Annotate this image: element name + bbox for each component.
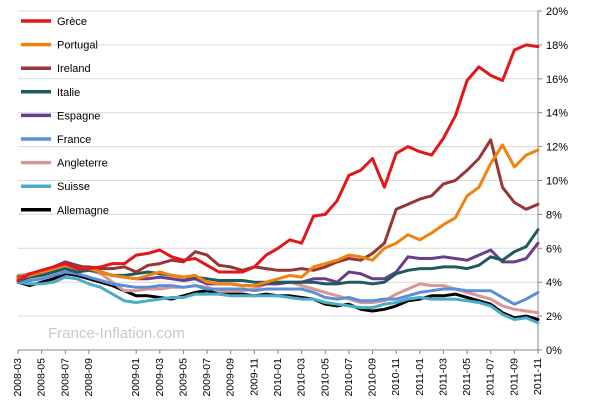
- y-tick-label: 6%: [546, 243, 562, 255]
- y-tick-label: 20%: [546, 6, 568, 18]
- x-tick-label: 2008-05: [36, 358, 48, 397]
- legend-label-france: France: [57, 134, 91, 146]
- y-tick-label: 4%: [546, 277, 562, 289]
- x-tick-label: 2010-09: [367, 358, 379, 397]
- x-tick-label: 2011-11: [532, 358, 544, 395]
- y-tick-label: 12%: [546, 142, 568, 154]
- legend: Grèce Portugal Ireland Italie Espagne France A…: [21, 16, 109, 217]
- x-tick-label: 2009-09: [225, 358, 237, 397]
- y-tick-label: 18%: [546, 40, 568, 52]
- y-tick-label: 10%: [546, 176, 568, 188]
- legend-label-angleterre: Angleterre: [57, 158, 108, 170]
- series-line-suisse: [16, 275, 540, 325]
- legend-label-grece: Grèce: [57, 16, 87, 28]
- x-tick-label: 2009-07: [201, 358, 213, 397]
- legend-label-portugal: Portugal: [57, 40, 98, 52]
- legend-label-espagne: Espagne: [57, 110, 100, 122]
- y-tick-label: 2%: [546, 311, 562, 323]
- watermark: France-Inflation.com: [48, 325, 185, 342]
- x-tick-label: 2009-01: [130, 358, 142, 397]
- x-tick-label: 2010-03: [296, 358, 308, 397]
- x-tick-label: 2010-01: [272, 358, 284, 397]
- x-tick-label: 2009-03: [154, 358, 166, 397]
- x-tick-label: 2010-05: [319, 358, 331, 397]
- x-tick-label: 2011-01: [414, 358, 426, 396]
- series-line-ireland: [16, 138, 540, 279]
- legend-label-suisse: Suisse: [57, 181, 90, 193]
- legend-label-italie: Italie: [57, 87, 80, 99]
- y-tick-label: 16%: [546, 74, 568, 86]
- series-line-italie: [16, 228, 540, 286]
- x-tick-label: 2011-03: [437, 358, 449, 396]
- series-line-grece: [16, 43, 540, 282]
- y-tick-label: 0%: [546, 345, 562, 357]
- x-tick-label: 2010-11: [390, 358, 402, 396]
- x-tick-label: 2009-11: [248, 358, 260, 396]
- x-tick-label: 2009-05: [177, 358, 189, 397]
- axis: 0% 2% 4% 6% 8% 10% 12% 14% 16% 18% 20% 2008-03 2008-…: [12, 6, 568, 397]
- legend-label-ireland: Ireland: [57, 63, 91, 75]
- x-tick-label: 2011-07: [485, 358, 497, 396]
- series-line-portugal: [16, 143, 540, 288]
- y-tick-label: 8%: [546, 209, 562, 221]
- x-tick-label: 2008-03: [12, 358, 24, 397]
- x-tick-label: 2010-07: [343, 358, 355, 397]
- x-tick-label: 2008-09: [83, 358, 95, 397]
- x-tick-label: 2011-09: [508, 358, 520, 396]
- x-tick-label: 2011-05: [461, 358, 473, 396]
- x-tick-label: 2008-07: [59, 358, 71, 397]
- series-layer: [16, 43, 540, 325]
- y-tick-label: 14%: [546, 108, 568, 120]
- legend-label-allemagne: Allemagne: [57, 205, 109, 217]
- series-line-france: [16, 270, 540, 306]
